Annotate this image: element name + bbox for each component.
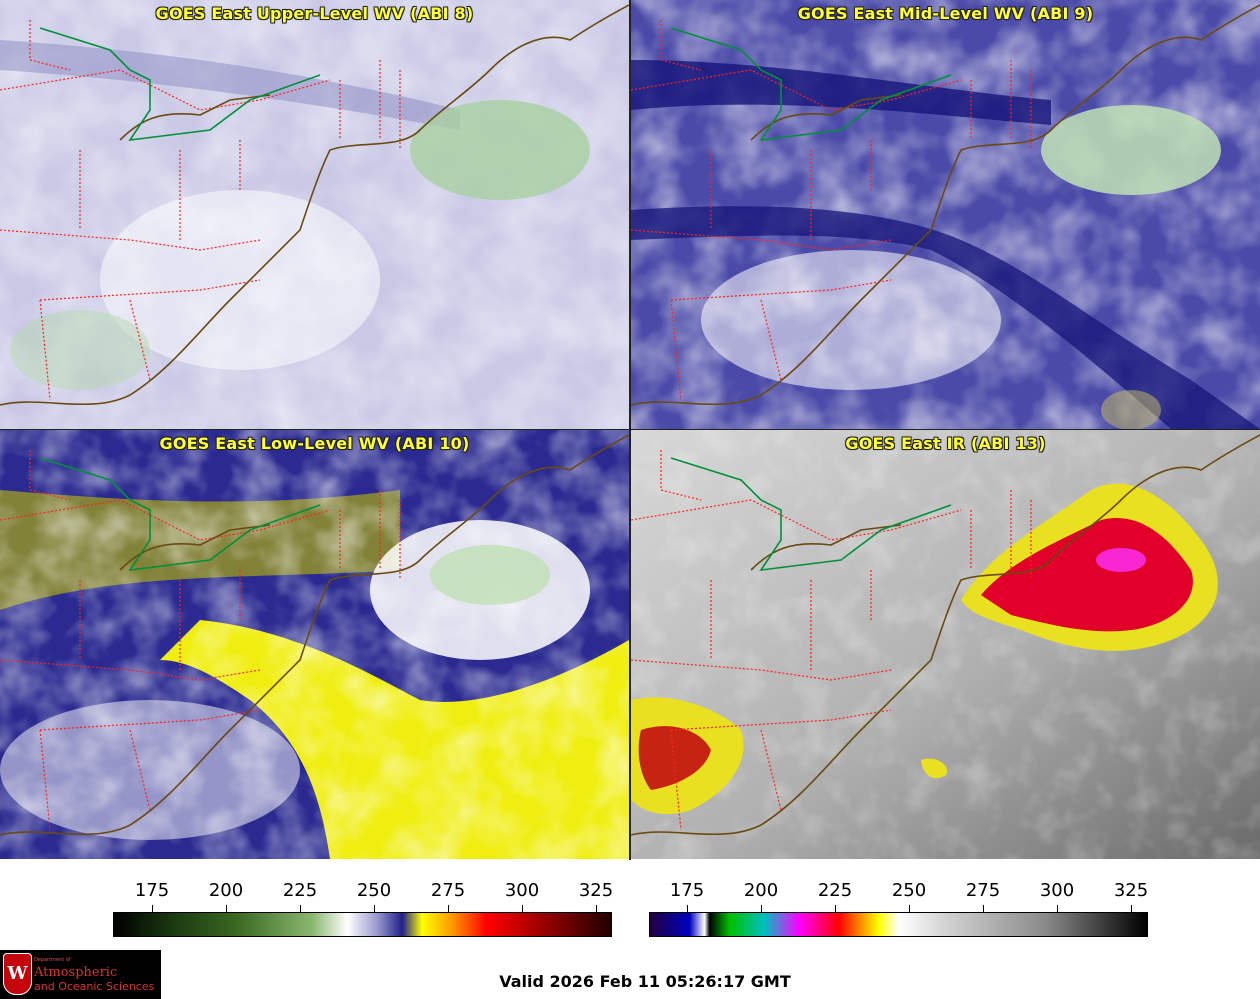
wv-tick-label: 325 [578,880,614,901]
wv-tick-label: 225 [282,880,318,901]
state-borders [0,450,401,831]
ir-colorbar [649,912,1148,937]
wv-tick-mark [522,905,523,913]
wv-colorbar-ticks: 175 200 225 250 275 300 325 [0,880,630,913]
mid-level-wv-map [631,0,1260,429]
panel-title: GOES East Mid-Level WV (ABI 9) [797,4,1094,23]
wv-tick-mark [596,905,597,913]
state-borders [0,20,401,401]
coastline [0,4,629,406]
wv-tick-label: 275 [430,880,466,901]
ir-tick-mark [761,905,762,913]
valid-time: Valid 2026 Feb 11 05:26:17 GMT [499,972,791,991]
low-level-wv-map [0,430,629,859]
coastline [631,4,1260,406]
ir-tick-mark [983,905,984,913]
ir-panel: GOES East IR (ABI 13) [631,430,1260,859]
wv-tick-label: 300 [504,880,540,901]
low-level-wv-panel: GOES East Low-Level WV (ABI 10) [0,430,629,859]
wv-tick-label: 250 [356,880,392,901]
international-border [39,457,321,572]
international-border [670,27,952,142]
uw-seal-icon: W [3,953,32,995]
wv-tick-mark [226,905,227,913]
wv-tick-mark [152,905,153,913]
international-border [39,27,321,142]
wv-tick-label: 200 [208,880,244,901]
upper-level-wv-panel: GOES East Upper-Level WV (ABI 8) [0,0,629,429]
state-borders [631,20,1032,401]
ir-tick-mark [1131,905,1132,913]
panel-title: GOES East Upper-Level WV (ABI 8) [155,4,474,23]
logo-line-1: Atmospheric [34,965,118,980]
ir-tick-mark [909,905,910,913]
ir-tick-label: 175 [669,880,705,901]
wv-tick-mark [374,905,375,913]
logo-dept-text: Department of [34,957,71,963]
upper-level-wv-map [0,0,629,429]
ir-tick-label: 325 [1113,880,1149,901]
panel-divider-vertical [629,0,631,860]
coastline [631,434,1260,836]
aos-logo[interactable]: W Department of Atmospheric and Oceanic … [0,950,161,999]
wv-tick-mark [300,905,301,913]
state-borders [631,450,1032,831]
ir-tick-mark [687,905,688,913]
coastline [0,434,629,836]
ir-map [631,430,1260,859]
wv-tick-mark [448,905,449,913]
ir-tick-mark [835,905,836,913]
logo-line-2: and Oceanic Sciences [34,980,155,993]
ir-tick-label: 275 [965,880,1001,901]
mid-level-wv-panel: GOES East Mid-Level WV (ABI 9) [631,0,1260,429]
panel-title: GOES East IR (ABI 13) [845,434,1046,453]
ir-tick-label: 250 [891,880,927,901]
ir-tick-mark [1057,905,1058,913]
wv-tick-label: 175 [134,880,170,901]
wv-colorbar [113,912,612,937]
ir-tick-label: 300 [1039,880,1075,901]
international-border [670,457,952,572]
ir-colorbar-ticks: 175 200 225 250 275 300 325 [0,880,1260,913]
ir-tick-label: 225 [817,880,853,901]
panel-title: GOES East Low-Level WV (ABI 10) [159,434,470,453]
panel-divider-horizontal [0,429,1260,430]
ir-tick-label: 200 [743,880,779,901]
